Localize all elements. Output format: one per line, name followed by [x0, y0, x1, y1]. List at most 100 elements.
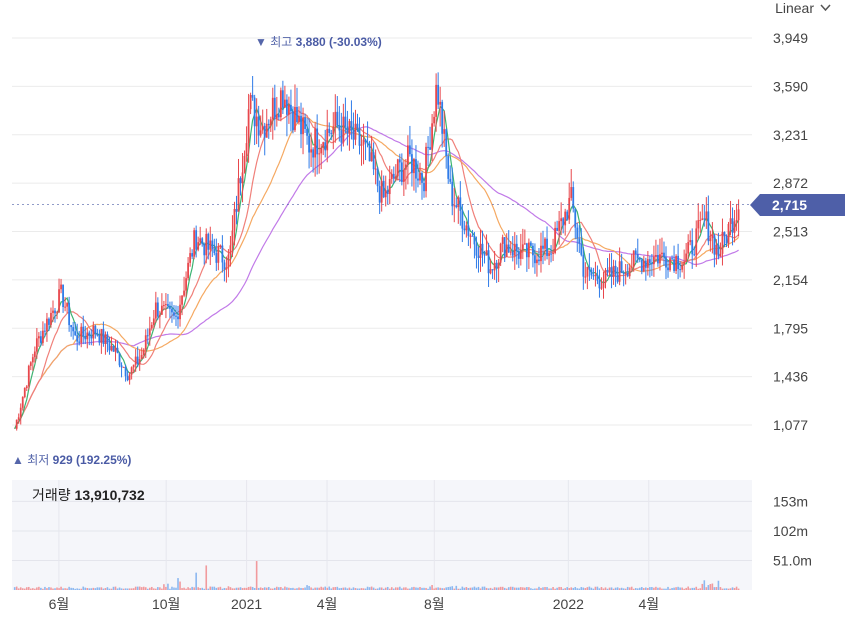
- volume-bar: [594, 586, 597, 590]
- candle-body: [513, 243, 516, 256]
- volume-bar: [513, 587, 516, 590]
- candle-body: [733, 221, 736, 233]
- volume-bar: [326, 587, 329, 590]
- candle-body: [290, 104, 292, 112]
- candle-body: [221, 245, 224, 263]
- volume-bar: [352, 587, 355, 590]
- volume-bar: [86, 587, 89, 590]
- candle-body: [140, 355, 143, 360]
- volume-bar: [310, 587, 312, 590]
- candle-body: [374, 168, 377, 170]
- candle-body: [721, 232, 724, 254]
- volume-bar: [703, 580, 706, 590]
- volume-bar: [276, 586, 278, 590]
- volume-bar: [292, 587, 294, 590]
- candle-body: [687, 242, 690, 254]
- candle-body: [519, 249, 522, 259]
- candle-body: [675, 255, 677, 271]
- volume-bar: [548, 588, 550, 590]
- candle-body: [146, 335, 149, 337]
- volume-bar: [267, 586, 270, 590]
- volume-bar: [66, 588, 68, 590]
- candle-body: [689, 240, 692, 243]
- volume-bar: [263, 587, 266, 590]
- current-price-tag: 2,715: [750, 194, 845, 216]
- volume-bar: [320, 586, 322, 590]
- candle-body: [443, 129, 446, 134]
- candle-body: [646, 259, 649, 268]
- candle-body: [497, 262, 500, 269]
- volume-bar: [534, 588, 536, 590]
- candle-body: [142, 349, 145, 356]
- volume-bar: [489, 587, 492, 590]
- candle-body: [429, 147, 431, 150]
- volume-bar: [725, 588, 728, 590]
- candle-body: [602, 282, 605, 288]
- volume-bar: [390, 587, 393, 590]
- volume-bar: [435, 587, 437, 590]
- volume-value: 13,910,732: [74, 487, 145, 503]
- candle-body: [679, 269, 682, 271]
- volume-bar: [649, 587, 651, 590]
- volume-bar: [691, 587, 694, 590]
- volume-bar: [197, 587, 199, 590]
- candle-body: [657, 254, 659, 264]
- candle-body: [586, 266, 589, 277]
- candle-body: [574, 208, 577, 228]
- candle-body: [54, 310, 56, 314]
- volume-bar: [663, 588, 665, 590]
- candle-body: [505, 244, 508, 257]
- candle-body: [604, 269, 607, 283]
- candle-body: [35, 338, 38, 352]
- volume-bar: [641, 587, 643, 590]
- volume-bar: [705, 587, 708, 590]
- candle-body: [106, 334, 109, 345]
- candle-body: [344, 116, 347, 127]
- candle-body: [364, 139, 367, 143]
- volume-bar: [532, 588, 534, 590]
- volume-bar: [114, 586, 117, 590]
- candle-body: [102, 329, 105, 344]
- volume-bar: [312, 588, 314, 590]
- volume-bar: [620, 587, 623, 590]
- volume-bar: [584, 588, 587, 590]
- candle-body: [356, 123, 359, 129]
- volume-bar: [124, 588, 127, 590]
- volume-bar: [653, 587, 655, 590]
- volume-bar: [556, 587, 558, 590]
- volume-bar: [151, 586, 153, 590]
- candle-body: [594, 274, 597, 277]
- volume-bar: [175, 587, 177, 590]
- volume-bar: [282, 588, 284, 590]
- candle-body: [225, 267, 228, 270]
- candle-body: [560, 218, 563, 222]
- candle-body: [568, 197, 571, 220]
- candle-body: [275, 114, 278, 119]
- volume-bar: [469, 587, 472, 590]
- candle-body: [255, 116, 258, 127]
- volume-bar: [399, 586, 401, 590]
- volume-bar: [447, 587, 450, 590]
- candle-body: [173, 312, 175, 316]
- volume-bar: [374, 588, 377, 590]
- candle-body: [261, 125, 264, 131]
- candle-body: [249, 94, 252, 110]
- candle-body: [233, 208, 236, 231]
- candle-body: [695, 228, 698, 255]
- volume-bar: [693, 587, 696, 590]
- scale-toggle-button[interactable]: Linear: [775, 0, 831, 16]
- candle-body: [201, 238, 204, 245]
- candle-body: [517, 251, 520, 259]
- candle-body: [332, 126, 335, 134]
- candle-body: [302, 117, 304, 135]
- candle-body: [638, 258, 641, 260]
- candle-body: [241, 172, 244, 184]
- volume-bar: [142, 586, 145, 590]
- candle-body: [39, 336, 42, 343]
- volume-bar: [104, 588, 107, 590]
- candle-body: [703, 218, 706, 220]
- volume-bar: [679, 587, 681, 590]
- candle-body: [336, 111, 339, 126]
- volume-bar: [528, 587, 530, 590]
- moving-average-60-line: [14, 116, 740, 429]
